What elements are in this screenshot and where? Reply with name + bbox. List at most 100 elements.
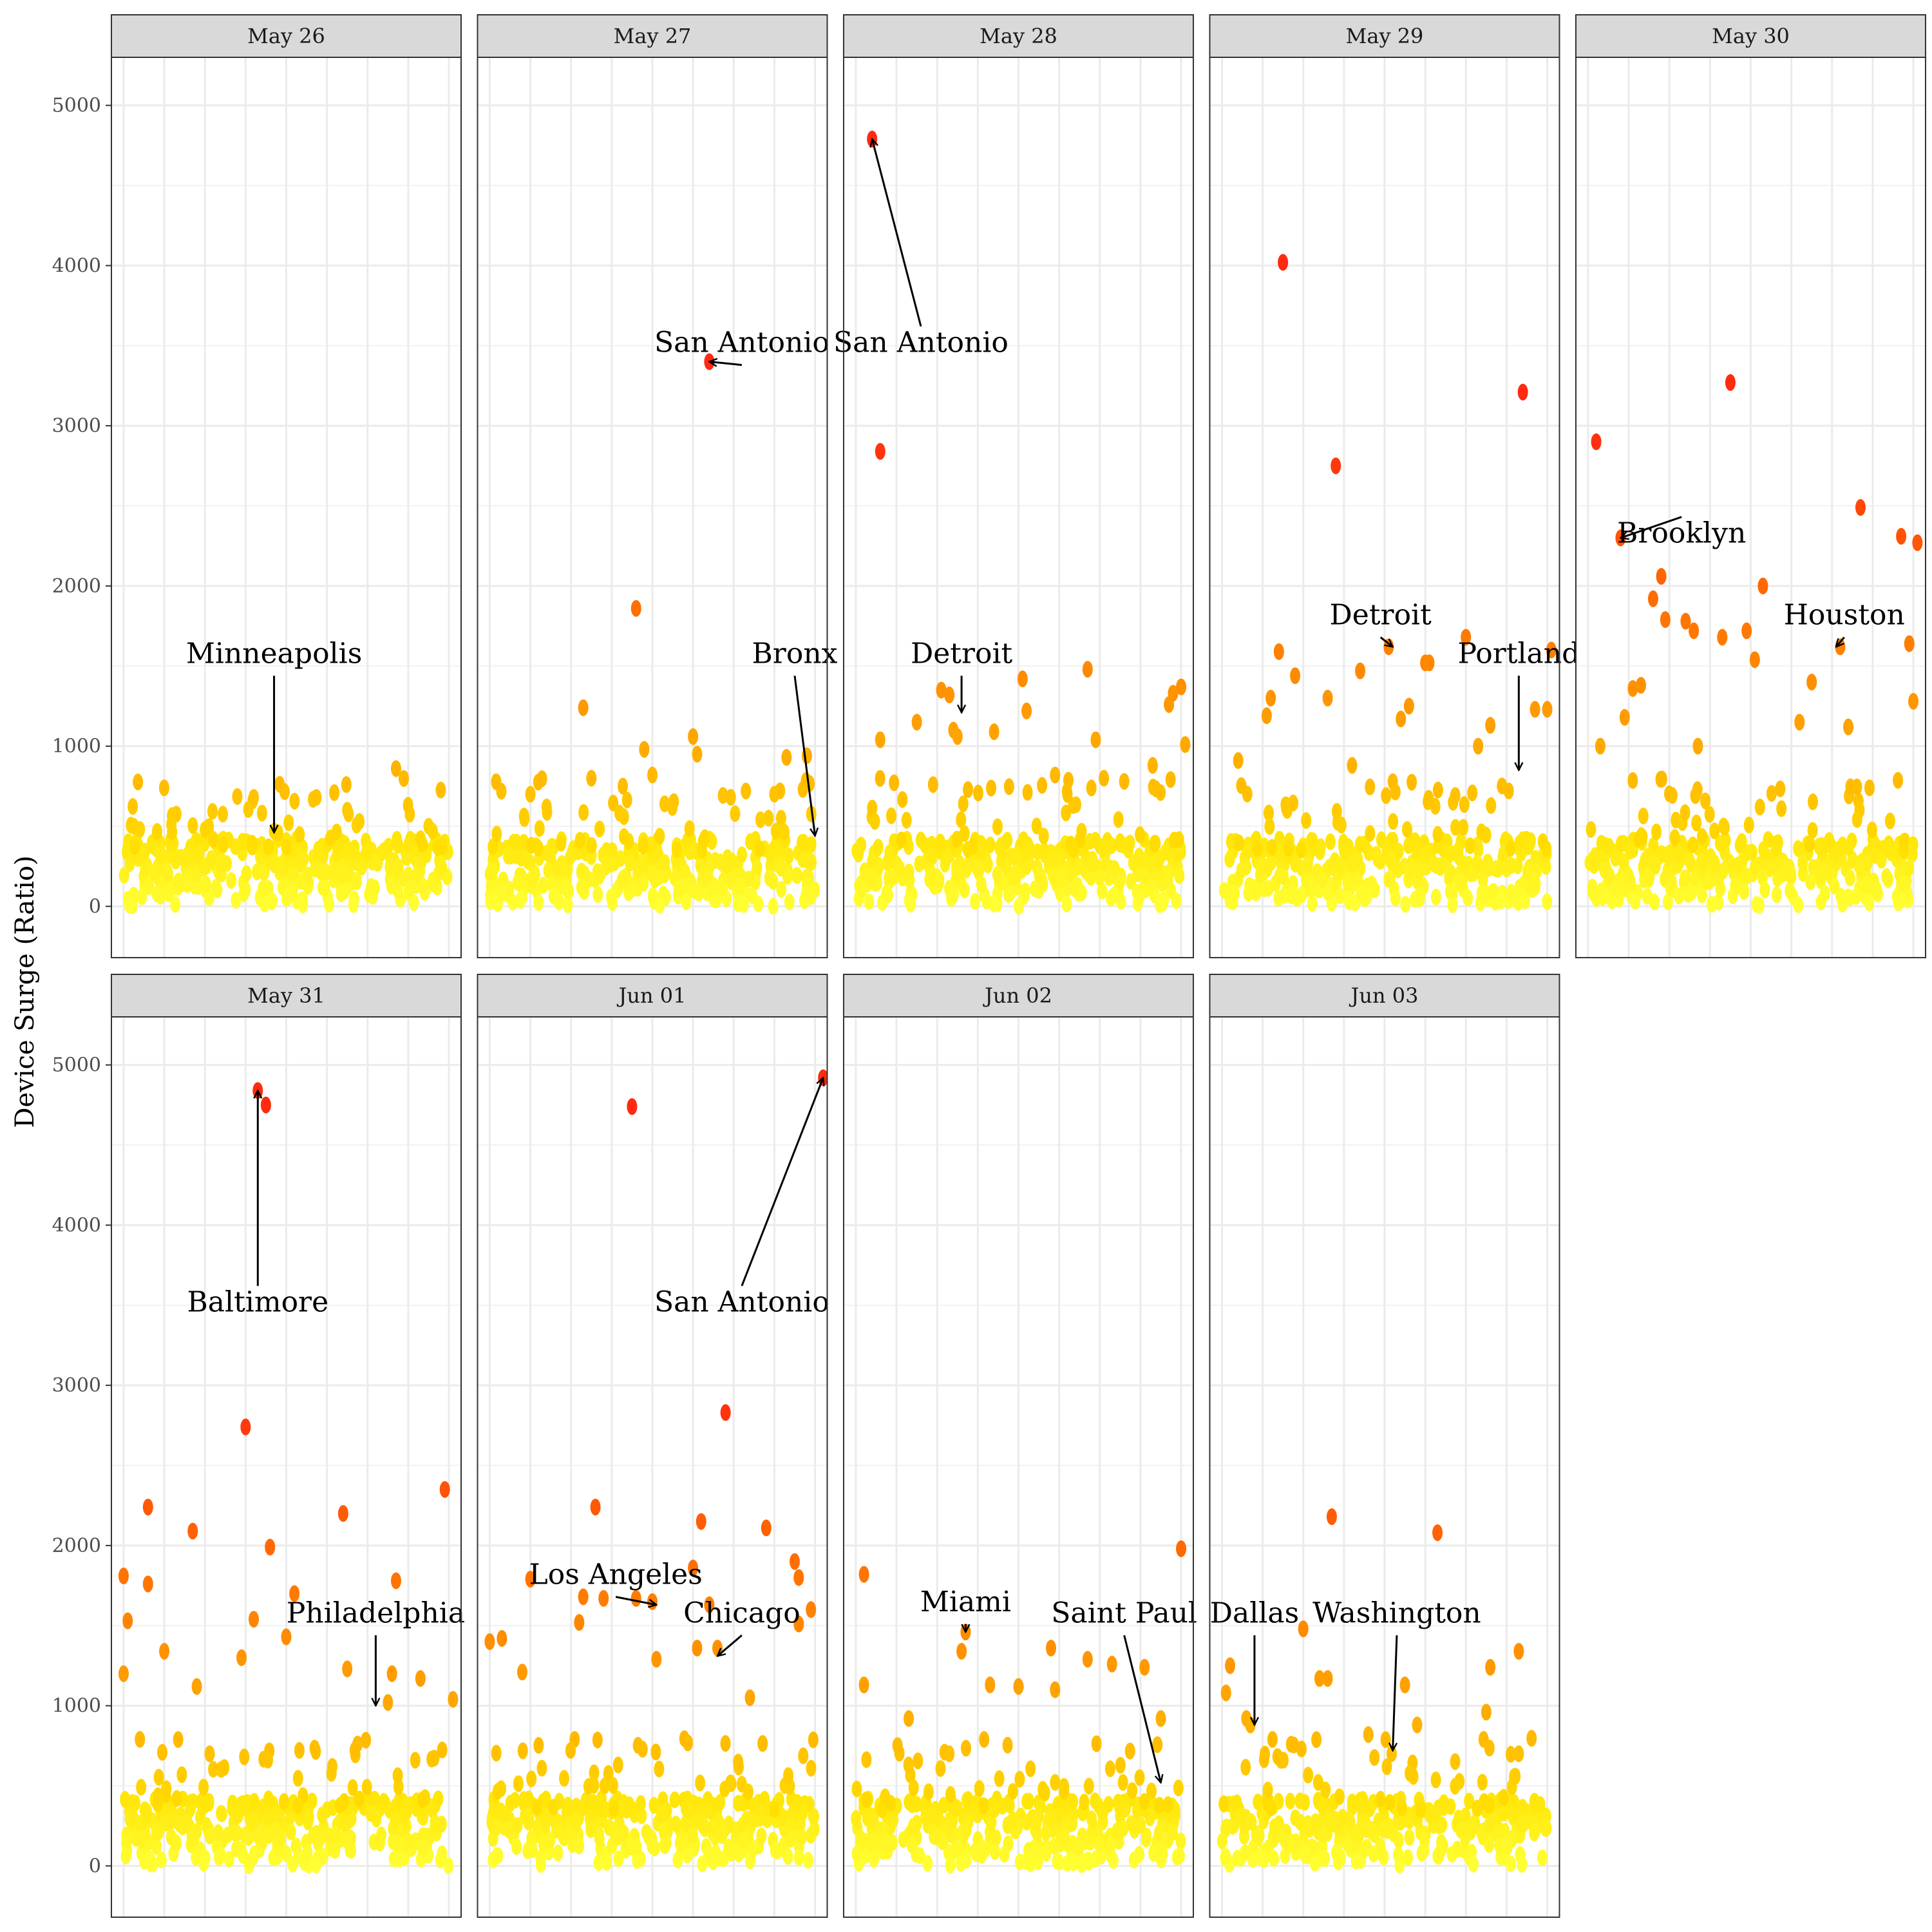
data-point xyxy=(124,896,135,914)
data-point xyxy=(949,885,960,902)
data-point xyxy=(187,817,198,834)
data-point xyxy=(1476,884,1487,902)
data-point xyxy=(1843,718,1854,735)
data-point xyxy=(1146,1782,1157,1799)
data-point xyxy=(1306,832,1317,849)
facet-panel: Jun 03 Dallas Washington xyxy=(1209,974,1560,1918)
data-point xyxy=(574,831,585,849)
data-point xyxy=(1432,1524,1443,1541)
data-point xyxy=(329,784,340,801)
data-point xyxy=(1267,838,1278,856)
data-point xyxy=(683,1734,694,1752)
data-point xyxy=(140,860,151,877)
data-point xyxy=(303,1809,314,1826)
data-point xyxy=(733,1754,744,1771)
data-point xyxy=(650,1743,661,1761)
data-point xyxy=(213,1824,223,1841)
data-point xyxy=(393,1792,404,1809)
data-point xyxy=(861,1791,872,1808)
data-point xyxy=(1149,835,1160,852)
data-point xyxy=(1432,826,1443,843)
data-point xyxy=(1450,1753,1461,1770)
data-point xyxy=(861,1751,872,1768)
data-point xyxy=(1325,833,1336,850)
data-point xyxy=(1105,837,1116,855)
data-point xyxy=(376,1826,387,1844)
data-point xyxy=(1233,752,1244,770)
data-point xyxy=(770,822,781,840)
data-point xyxy=(1155,1710,1166,1727)
data-point xyxy=(952,830,963,848)
data-point xyxy=(342,802,353,819)
data-point xyxy=(735,877,746,895)
facet-strip-label: May 29 xyxy=(1346,24,1424,48)
data-point xyxy=(1134,888,1145,905)
data-point xyxy=(1099,770,1110,787)
data-point xyxy=(1412,1716,1423,1734)
data-point xyxy=(1173,831,1184,848)
data-point xyxy=(1717,629,1728,646)
data-point xyxy=(618,1824,629,1841)
data-point xyxy=(208,1761,219,1778)
data-point xyxy=(1084,833,1095,850)
data-point xyxy=(1403,1849,1414,1866)
panel-border xyxy=(111,57,462,958)
data-point xyxy=(1864,779,1875,797)
data-point xyxy=(398,770,409,787)
data-point xyxy=(763,810,774,827)
data-point xyxy=(491,773,502,790)
data-point xyxy=(911,714,922,731)
data-point xyxy=(1498,1788,1509,1806)
facet-strip-label: May 27 xyxy=(614,24,692,48)
data-point xyxy=(1463,889,1473,907)
data-point xyxy=(351,873,362,891)
data-point xyxy=(1278,254,1289,271)
data-point xyxy=(793,1848,804,1866)
data-point xyxy=(1286,885,1297,902)
data-point xyxy=(1651,823,1662,840)
data-point xyxy=(415,830,426,848)
data-point xyxy=(596,864,607,882)
data-point xyxy=(485,893,496,910)
data-point xyxy=(258,880,269,898)
data-point xyxy=(1265,854,1276,871)
data-point xyxy=(265,1539,276,1556)
data-point xyxy=(619,828,630,845)
annotation-label: San Antonio xyxy=(654,1286,829,1319)
data-point xyxy=(1124,1742,1135,1759)
data-point xyxy=(594,820,605,838)
data-point xyxy=(1253,1794,1264,1811)
data-point xyxy=(1265,690,1276,707)
data-point xyxy=(1526,1730,1537,1747)
data-point xyxy=(1690,787,1701,804)
data-point xyxy=(1819,885,1830,902)
data-point xyxy=(989,1843,1000,1861)
data-point xyxy=(1499,1804,1510,1822)
data-point xyxy=(1068,841,1079,858)
data-point xyxy=(1741,622,1752,639)
data-point xyxy=(1236,862,1247,879)
data-point xyxy=(1706,896,1717,913)
data-point xyxy=(162,865,173,882)
data-point xyxy=(1157,895,1168,912)
data-point xyxy=(216,1804,227,1822)
data-point xyxy=(1076,884,1087,902)
facet-strip-label: May 28 xyxy=(980,24,1057,48)
data-point xyxy=(341,776,352,793)
data-point xyxy=(288,866,299,884)
data-point xyxy=(191,1678,202,1695)
data-point xyxy=(903,1756,914,1774)
data-point xyxy=(730,805,741,822)
data-point xyxy=(1267,1730,1278,1748)
data-point xyxy=(998,874,1009,891)
data-point xyxy=(1757,869,1768,886)
data-point xyxy=(1674,846,1685,863)
data-point xyxy=(331,823,342,840)
data-point xyxy=(260,1096,271,1113)
data-point xyxy=(1269,1818,1280,1835)
data-point xyxy=(1591,433,1602,451)
data-point xyxy=(1855,499,1866,516)
data-point xyxy=(985,1676,996,1694)
data-point xyxy=(1546,641,1557,659)
